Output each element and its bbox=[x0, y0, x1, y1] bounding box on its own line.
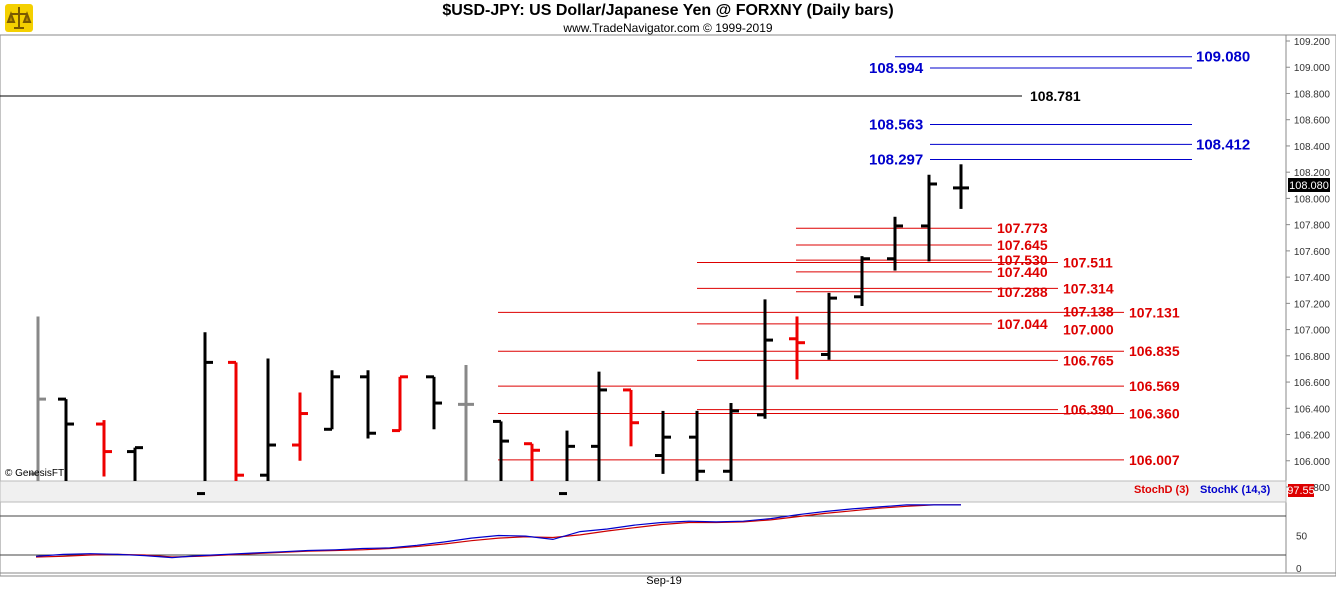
chart-subtitle: www.TradeNavigator.com © 1999-2019 bbox=[563, 21, 773, 35]
plot-border bbox=[0, 34, 1336, 577]
price-tick-label: 107.200 bbox=[1294, 299, 1331, 310]
ohlc-bar bbox=[197, 332, 213, 496]
ohlc-bar bbox=[96, 420, 112, 477]
ohlc-bar bbox=[887, 216, 903, 271]
stochd-label: StochD (3) bbox=[1134, 484, 1189, 496]
chart-title: $USD-JPY: US Dollar/Japanese Yen @ FORXN… bbox=[442, 2, 894, 19]
stochd-line bbox=[35, 504, 961, 558]
price-tick-label: 106.000 bbox=[1294, 457, 1331, 468]
ohlc-bar bbox=[228, 360, 244, 481]
stoch-tick-label: 0 bbox=[1296, 564, 1302, 575]
price-tick-label: 108.400 bbox=[1294, 142, 1331, 153]
price-axis: 109.200 109.000 108.800 108.600 108.400 108.2… bbox=[1286, 37, 1330, 494]
ohlc-bar bbox=[292, 392, 308, 461]
price-tick-label: 108.600 bbox=[1294, 116, 1331, 127]
level-label: 108.297 bbox=[869, 151, 923, 168]
ohlc-bar bbox=[524, 442, 540, 481]
level-label: 109.080 bbox=[1196, 49, 1250, 66]
stoch-tick-label: 50 bbox=[1296, 532, 1308, 543]
ohlc-bar bbox=[689, 410, 705, 481]
last-price-marker: 108.080 bbox=[1288, 178, 1330, 192]
price-tick-label: 107.600 bbox=[1294, 247, 1331, 258]
ohlc-bar bbox=[392, 375, 408, 433]
ohlc-bar bbox=[623, 388, 639, 447]
level-label: 108.994 bbox=[869, 60, 924, 77]
level-label: 108.563 bbox=[869, 117, 923, 134]
level-label: 107.530 bbox=[997, 252, 1048, 268]
ohlc-bar bbox=[821, 292, 837, 360]
ohlc-bar bbox=[854, 256, 870, 306]
ohlc-bar bbox=[324, 370, 340, 431]
ohlc-bar bbox=[953, 164, 969, 209]
ohlc-bar bbox=[493, 419, 509, 481]
stochastic-panel: 50 0 bbox=[0, 504, 1308, 575]
price-bars bbox=[30, 164, 969, 496]
price-tick-label: 108.000 bbox=[1294, 194, 1331, 205]
level-label: 107.314 bbox=[1063, 280, 1114, 296]
level-label: 106.360 bbox=[1129, 406, 1180, 422]
level-label: 106.765 bbox=[1063, 352, 1114, 368]
price-tick-label: 108.200 bbox=[1294, 168, 1331, 179]
ohlc-bar bbox=[426, 375, 442, 430]
level-label: 106.569 bbox=[1129, 378, 1180, 394]
price-tick-label: 108.800 bbox=[1294, 89, 1331, 100]
last-price-label: 108.080 bbox=[1289, 180, 1329, 192]
level-label: 108.412 bbox=[1196, 136, 1250, 153]
price-tick-label: 109.200 bbox=[1294, 37, 1331, 48]
price-tick-label: 106.600 bbox=[1294, 378, 1331, 389]
level-label: 107.131 bbox=[1129, 304, 1180, 320]
level-label: 106.390 bbox=[1063, 402, 1114, 418]
level-label: 107.440 bbox=[997, 264, 1048, 280]
ohlc-bar bbox=[360, 370, 376, 439]
level-label: 107.288 bbox=[997, 284, 1048, 300]
level-label: 107.645 bbox=[997, 237, 1048, 253]
date-axis-label: Sep-19 bbox=[646, 575, 681, 587]
level-label: 107.138 bbox=[1063, 303, 1114, 319]
ohlc-bar bbox=[58, 397, 74, 481]
chart-frame bbox=[0, 34, 1336, 577]
ohlc-bar bbox=[127, 446, 143, 481]
price-tick-label: 106.400 bbox=[1294, 404, 1331, 415]
ohlc-bar bbox=[789, 316, 805, 380]
stoch-value-label: 97.55 bbox=[1287, 485, 1315, 497]
level-label: 107.773 bbox=[997, 220, 1048, 236]
price-tick-label: 106.800 bbox=[1294, 352, 1331, 363]
level-label: 107.000 bbox=[1063, 322, 1114, 338]
price-tick-label: 107.800 bbox=[1294, 221, 1331, 232]
price-tick-label: 107.000 bbox=[1294, 326, 1331, 337]
level-lines: 109.080 108.994 108.781 108.563 108.412 108.2… bbox=[0, 49, 1250, 468]
ohlc-bar bbox=[260, 358, 276, 481]
price-tick-label: 106.200 bbox=[1294, 431, 1331, 442]
panel-divider bbox=[0, 480, 1287, 503]
ohlc-bar bbox=[30, 316, 46, 481]
ohlc-bar bbox=[458, 365, 474, 481]
stochk-line bbox=[35, 504, 961, 559]
ohlc-bar bbox=[591, 371, 607, 481]
price-tick-label: 107.400 bbox=[1294, 273, 1331, 284]
data-credit: © GenesisFT bbox=[5, 468, 65, 479]
level-label: 108.781 bbox=[1030, 88, 1081, 104]
ohlc-bar bbox=[723, 403, 739, 481]
trade-navigator-logo-icon bbox=[3, 2, 35, 34]
stochk-label: StochK (14,3) bbox=[1200, 484, 1271, 496]
ohlc-bar bbox=[921, 174, 937, 262]
price-tick-label: 109.000 bbox=[1294, 63, 1331, 74]
level-label: 106.835 bbox=[1129, 343, 1180, 359]
stoch-value-marker: 97.55 bbox=[1287, 484, 1315, 497]
ohlc-bar bbox=[559, 430, 575, 496]
level-label: 106.007 bbox=[1129, 452, 1180, 468]
level-label: 107.044 bbox=[997, 316, 1048, 332]
level-label: 107.511 bbox=[1063, 255, 1113, 271]
ohlc-bar bbox=[757, 299, 773, 419]
ohlc-bar bbox=[655, 410, 671, 474]
